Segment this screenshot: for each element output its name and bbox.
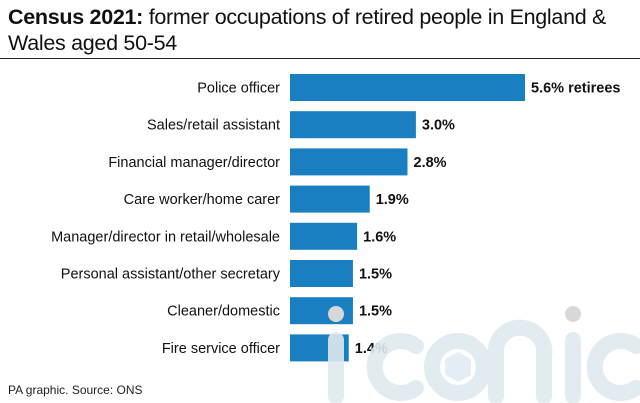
data-label: 2.8% (414, 155, 447, 171)
bar (290, 74, 525, 101)
category-label: Cleaner/domestic (167, 304, 280, 320)
title-lead: Census 2021: (8, 5, 144, 29)
bar (290, 185, 370, 213)
bar (290, 260, 353, 287)
category-label: Fire service officer (162, 341, 280, 357)
category-label: Care worker/home carer (124, 192, 280, 208)
data-label: 1.5% (359, 267, 392, 283)
iconic-watermark: iconic (328, 306, 640, 403)
data-label: 5.6% retirees (531, 81, 620, 97)
data-label: 1.9% (376, 192, 409, 208)
category-label: Police officer (197, 81, 280, 97)
bar (290, 222, 358, 250)
category-label: Sales/retail assistant (147, 118, 280, 134)
category-label: Financial manager/director (108, 155, 280, 171)
title-rest: former occupations of retired people in … (8, 5, 607, 55)
bar (290, 111, 416, 139)
source-note: PA graphic. Source: ONS (8, 383, 143, 397)
data-label: 1.6% (363, 229, 396, 245)
category-label: Personal assistant/other secretary (61, 267, 281, 283)
chart-title: Census 2021: former occupations of retir… (8, 4, 628, 56)
category-label: Manager/director in retail/wholesale (51, 229, 280, 245)
data-label: 3.0% (422, 118, 455, 134)
title-divider (0, 58, 640, 59)
data-label: 1.5% (359, 304, 392, 320)
bar (290, 148, 408, 176)
